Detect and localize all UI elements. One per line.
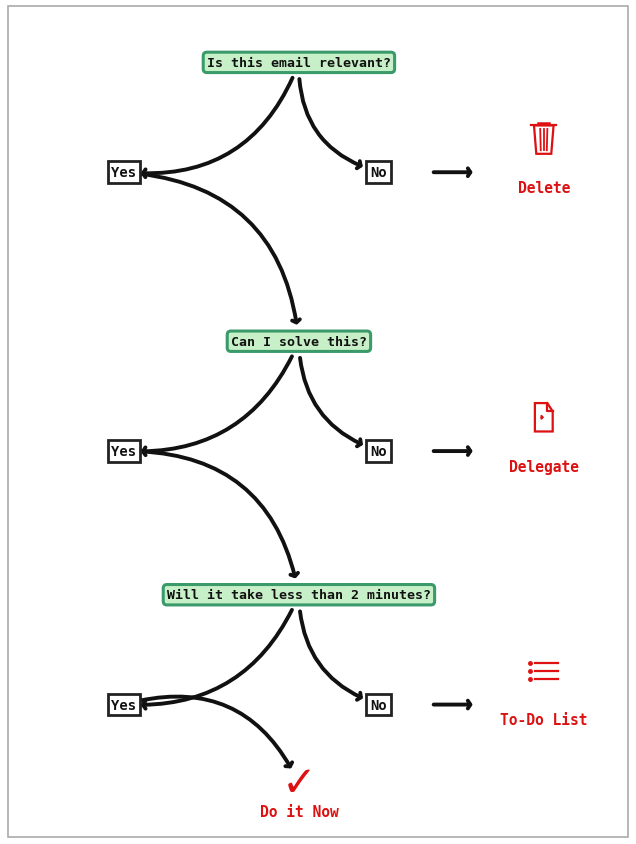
- Text: No: No: [370, 166, 387, 180]
- Text: Delegate: Delegate: [509, 459, 579, 474]
- Text: Can I solve this?: Can I solve this?: [231, 335, 367, 349]
- Text: Yes: Yes: [111, 445, 137, 458]
- Text: ✓: ✓: [282, 762, 316, 804]
- Text: To-Do List: To-Do List: [500, 712, 588, 728]
- Text: Yes: Yes: [111, 698, 137, 711]
- Text: Is this email relevant?: Is this email relevant?: [207, 57, 391, 70]
- Text: Do it Now: Do it Now: [259, 804, 338, 820]
- Text: Will it take less than 2 minutes?: Will it take less than 2 minutes?: [167, 588, 431, 602]
- Text: Delete: Delete: [518, 181, 570, 196]
- Text: No: No: [370, 445, 387, 458]
- Text: No: No: [370, 698, 387, 711]
- Text: Yes: Yes: [111, 166, 137, 180]
